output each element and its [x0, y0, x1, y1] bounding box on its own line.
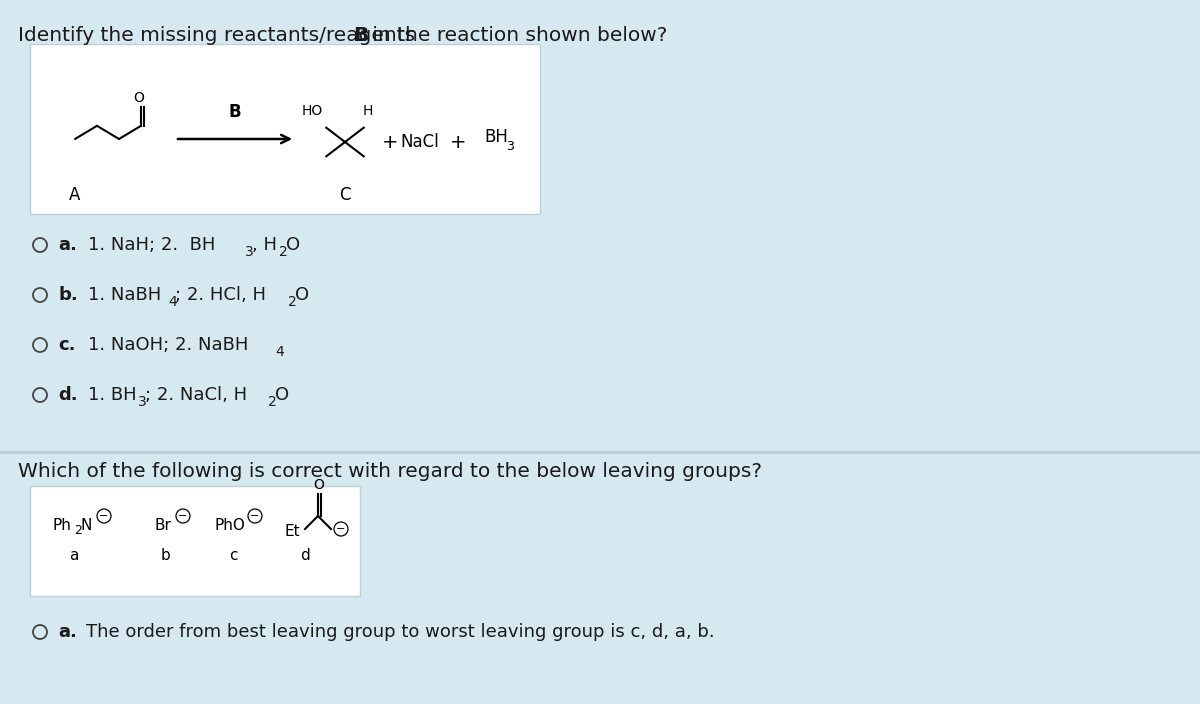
Text: Which of the following is correct with regard to the below leaving groups?: Which of the following is correct with r…: [18, 462, 762, 481]
Text: c.: c.: [58, 336, 76, 354]
Text: A: A: [70, 186, 80, 204]
Text: O: O: [133, 91, 144, 105]
Text: −: −: [100, 511, 109, 521]
Text: +: +: [382, 132, 398, 151]
Text: −: −: [179, 511, 187, 521]
Text: c: c: [229, 548, 238, 563]
Text: ; 2. NaCl, H: ; 2. NaCl, H: [145, 386, 247, 404]
Text: B: B: [229, 103, 241, 121]
Text: 2: 2: [278, 245, 288, 259]
Text: 4: 4: [275, 345, 283, 359]
Text: +: +: [450, 132, 467, 151]
Text: Et: Et: [286, 524, 301, 539]
Text: 1. NaH; 2.  BH: 1. NaH; 2. BH: [88, 236, 215, 254]
Text: O: O: [286, 236, 300, 254]
Text: Ph: Ph: [52, 519, 71, 534]
Text: BH: BH: [484, 128, 508, 146]
Text: O: O: [313, 478, 324, 492]
Text: 3: 3: [245, 245, 253, 259]
Text: 2: 2: [268, 395, 277, 409]
Text: b: b: [160, 548, 170, 563]
Text: 2: 2: [288, 295, 296, 309]
Text: B: B: [353, 26, 368, 45]
Text: N: N: [82, 519, 92, 534]
Text: NaCl: NaCl: [401, 133, 439, 151]
Text: d.: d.: [58, 386, 78, 404]
Text: a: a: [70, 548, 79, 563]
Text: Br: Br: [155, 519, 172, 534]
Text: 4: 4: [168, 295, 176, 309]
Text: 1. NaBH: 1. NaBH: [88, 286, 161, 304]
Text: 3: 3: [138, 395, 146, 409]
Text: 1. BH: 1. BH: [88, 386, 137, 404]
Text: H: H: [364, 103, 373, 118]
Text: , H: , H: [252, 236, 277, 254]
Text: HO: HO: [301, 103, 323, 118]
FancyBboxPatch shape: [30, 486, 360, 596]
Text: ; 2. HCl, H: ; 2. HCl, H: [175, 286, 266, 304]
Text: C: C: [340, 186, 350, 204]
Text: d: d: [300, 548, 310, 563]
Text: Identify the missing reactants/reagents: Identify the missing reactants/reagents: [18, 26, 421, 45]
Text: O: O: [295, 286, 310, 304]
Text: The order from best leaving group to worst leaving group is c, d, a, b.: The order from best leaving group to wor…: [86, 623, 715, 641]
Text: −: −: [251, 511, 259, 521]
Text: 3: 3: [506, 139, 514, 153]
Text: PhO: PhO: [215, 519, 246, 534]
Text: in the reaction shown below?: in the reaction shown below?: [366, 26, 667, 45]
Text: a.: a.: [58, 236, 77, 254]
Text: 2: 2: [74, 524, 82, 537]
FancyBboxPatch shape: [30, 44, 540, 214]
Text: O: O: [275, 386, 289, 404]
Text: a.: a.: [58, 623, 77, 641]
Text: −: −: [336, 524, 346, 534]
Text: 1. NaOH; 2. NaBH: 1. NaOH; 2. NaBH: [88, 336, 248, 354]
Text: b.: b.: [58, 286, 78, 304]
